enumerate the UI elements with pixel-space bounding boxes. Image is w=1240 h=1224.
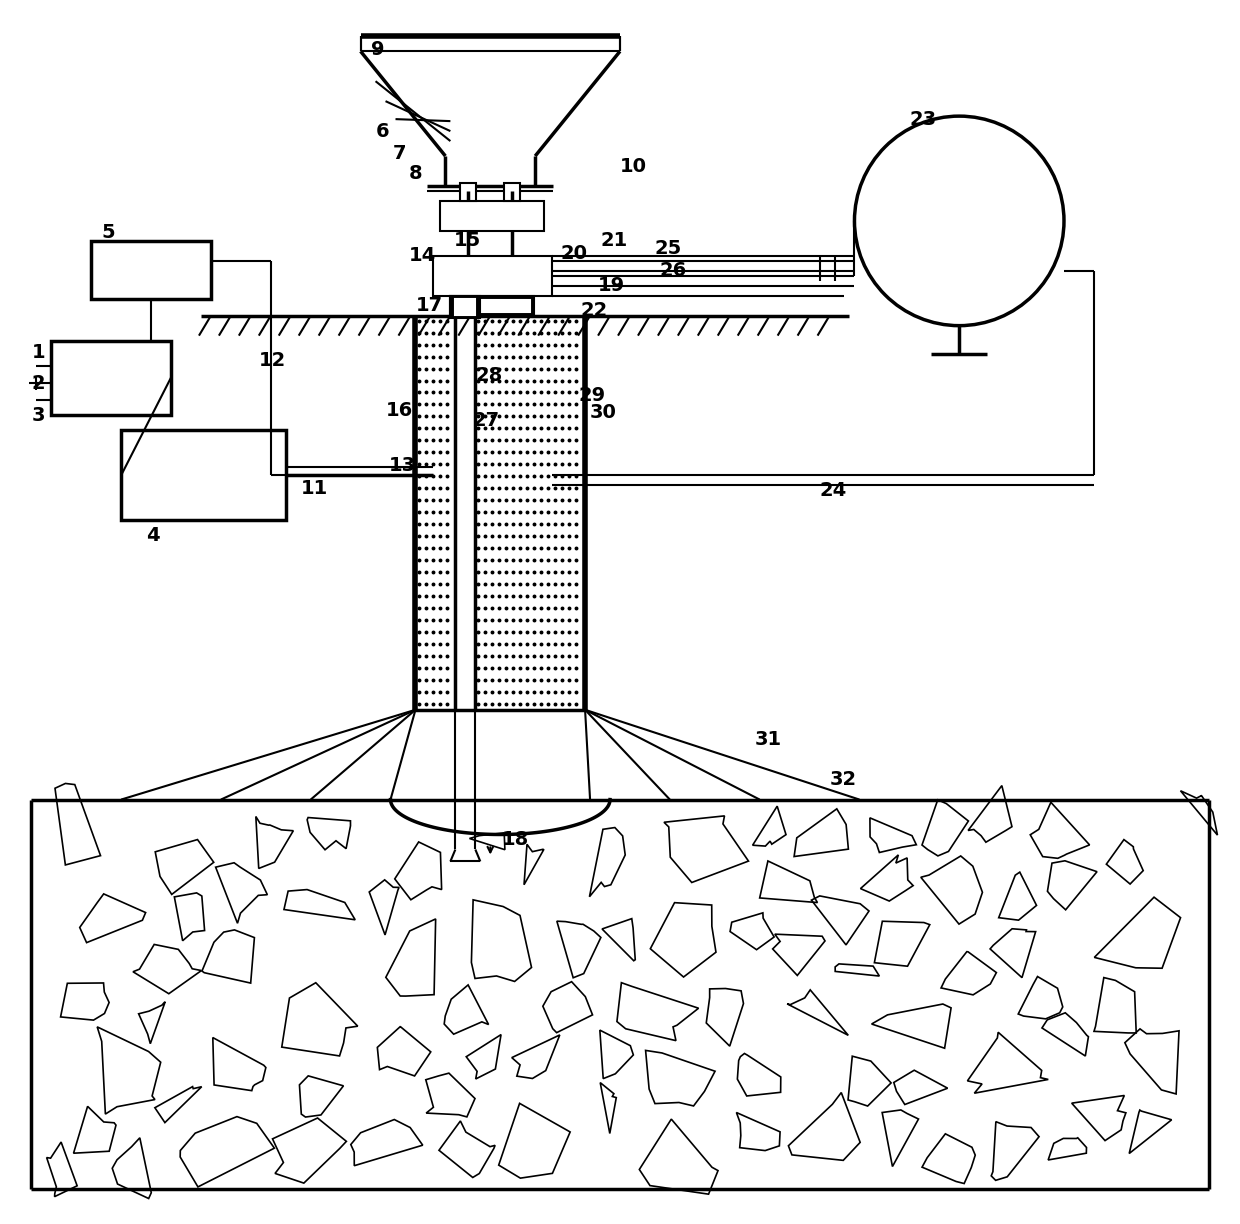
Text: 28: 28 xyxy=(475,366,502,386)
Bar xyxy=(450,296,534,316)
Bar xyxy=(92,241,211,299)
Bar xyxy=(460,182,476,201)
Text: 25: 25 xyxy=(655,240,682,258)
Text: 8: 8 xyxy=(408,164,422,184)
Text: 16: 16 xyxy=(386,401,413,420)
Text: 18: 18 xyxy=(502,830,529,849)
Text: 15: 15 xyxy=(454,231,481,251)
Bar xyxy=(455,299,475,315)
Text: 9: 9 xyxy=(371,39,384,59)
Text: 4: 4 xyxy=(146,525,160,545)
Text: 26: 26 xyxy=(660,261,687,280)
Bar xyxy=(51,340,171,415)
Bar xyxy=(434,256,552,296)
Text: 14: 14 xyxy=(408,246,435,266)
Bar xyxy=(440,201,544,231)
Text: 32: 32 xyxy=(830,770,857,789)
Text: 2: 2 xyxy=(31,375,45,393)
Bar xyxy=(505,182,521,201)
Text: 23: 23 xyxy=(909,110,936,129)
Bar xyxy=(122,431,285,520)
Text: 20: 20 xyxy=(560,245,587,263)
Text: 12: 12 xyxy=(259,351,286,370)
Text: 30: 30 xyxy=(590,403,618,422)
Text: 1: 1 xyxy=(31,343,45,362)
Text: 27: 27 xyxy=(472,411,500,430)
Text: 7: 7 xyxy=(393,143,405,163)
Text: 24: 24 xyxy=(820,481,847,499)
Text: 3: 3 xyxy=(31,406,45,425)
Text: 31: 31 xyxy=(755,731,781,749)
Text: 17: 17 xyxy=(415,296,443,316)
Text: 13: 13 xyxy=(388,455,415,475)
Text: 5: 5 xyxy=(102,223,115,242)
Text: 11: 11 xyxy=(301,479,327,498)
Text: 29: 29 xyxy=(578,386,605,405)
Bar xyxy=(454,300,531,312)
Text: 21: 21 xyxy=(600,231,627,251)
Text: 22: 22 xyxy=(580,301,608,321)
Text: 6: 6 xyxy=(376,121,389,141)
Text: 10: 10 xyxy=(620,157,647,175)
Text: 19: 19 xyxy=(598,277,625,295)
Bar xyxy=(450,296,480,318)
